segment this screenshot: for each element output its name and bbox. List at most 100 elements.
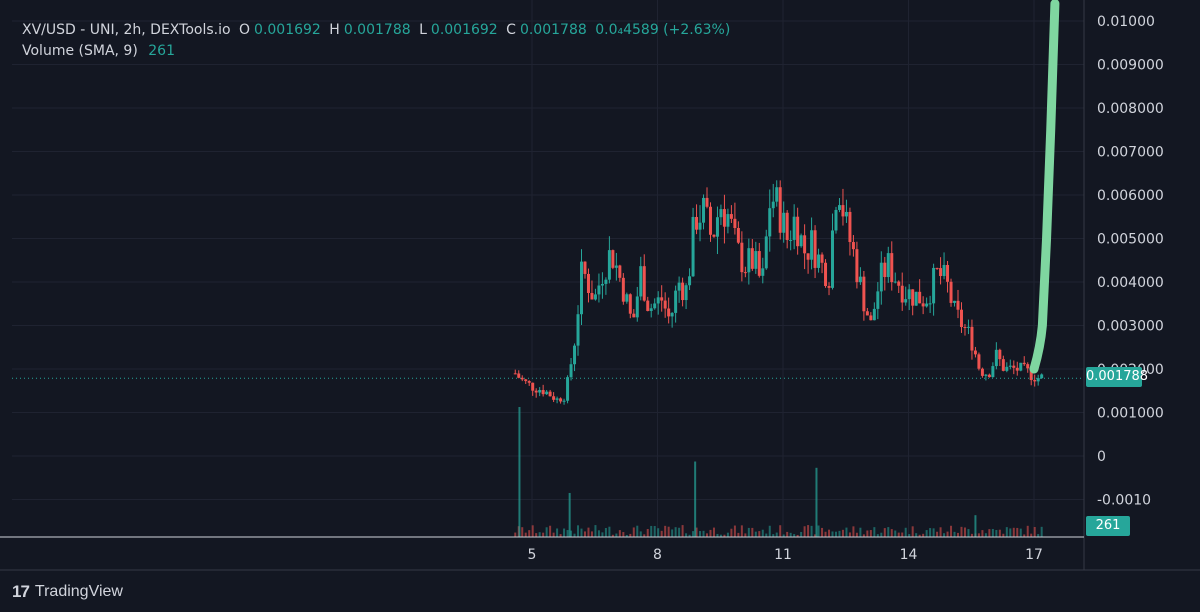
close-label: C [506, 22, 516, 38]
volume-bar [618, 530, 621, 537]
candle-body [837, 205, 841, 210]
candle-body [813, 230, 817, 268]
candle-body [691, 216, 695, 277]
volume-bar [831, 531, 834, 537]
candle-body [1026, 364, 1030, 369]
candle-body [796, 216, 800, 247]
volume-bar [873, 527, 876, 537]
candle-body [1008, 365, 1012, 367]
y-tick-label: 0.005000 [1097, 232, 1164, 248]
volume-bar [695, 527, 698, 537]
symbol-label: XV/USD - UNI, 2h, DEXTools.io [22, 22, 231, 38]
tradingview-brand[interactable]: 17 TradingView [12, 582, 123, 602]
candle-body [524, 379, 528, 382]
candle-body [590, 292, 594, 300]
volume-bar [779, 525, 782, 537]
low-value: 0.001692 [430, 22, 498, 38]
candle-body [712, 234, 716, 237]
volume-bar [674, 527, 677, 537]
candle-body [775, 187, 779, 202]
volume-bar [549, 525, 552, 537]
volume-bar [775, 532, 778, 537]
volume-bar [810, 525, 813, 537]
y-tick-label: 0.001000 [1097, 406, 1164, 422]
volume-bar [796, 534, 799, 537]
candle-body [966, 326, 970, 328]
volume-bar [991, 528, 994, 537]
candle-body [674, 290, 678, 313]
volume-bar [869, 530, 872, 537]
volume-bar [1002, 533, 1005, 537]
candle-body [973, 350, 977, 355]
candle-body [527, 381, 531, 383]
change-value: 0.0₄4589 (+2.63%) [595, 22, 731, 38]
volume-spike [694, 461, 697, 537]
candle-body [970, 326, 974, 351]
volume-bar [653, 526, 656, 537]
candle-body [841, 205, 845, 217]
candle-body [618, 265, 622, 278]
candle-body [949, 281, 953, 303]
candle-body [733, 218, 737, 229]
volume-bar [876, 534, 879, 537]
candle-body [785, 212, 789, 240]
candle-body [789, 239, 793, 241]
volume-bar [667, 526, 670, 537]
candle-body [552, 396, 556, 400]
volume-bar [730, 528, 733, 537]
candle-body [946, 264, 950, 282]
candle-body [740, 242, 744, 273]
candle-body [764, 236, 768, 269]
x-tick-label: 8 [653, 547, 662, 563]
volume-bar [594, 525, 597, 537]
candle-body [611, 250, 615, 268]
volume-bar [768, 525, 771, 537]
candle-body [928, 303, 932, 305]
candle-body [768, 208, 772, 237]
candle-body [831, 230, 835, 288]
volume-bar [611, 534, 614, 537]
volume-bar [848, 532, 851, 537]
candle-body [911, 289, 915, 306]
candle-body [538, 390, 542, 393]
volume-bar [643, 534, 646, 537]
volume-bar [967, 529, 970, 537]
candle-body [869, 315, 873, 321]
volume-bar [737, 532, 740, 537]
candle-body [1022, 362, 1026, 365]
candle-body [977, 354, 981, 369]
y-tick-label: 0.008000 [1097, 101, 1164, 117]
volume-bar [733, 525, 736, 537]
candle-body [586, 273, 590, 293]
candle-body [1015, 367, 1019, 371]
volume-bar [977, 533, 980, 537]
volume-bar [709, 529, 712, 537]
volume-bar [524, 532, 527, 537]
volume-spike [518, 407, 521, 537]
candle-body [705, 197, 709, 207]
candle-body [921, 303, 925, 307]
candle-body [580, 261, 584, 315]
volume-bar [1033, 526, 1036, 537]
volume-bar [744, 533, 747, 537]
candle-body [757, 251, 761, 276]
volume-bar [723, 534, 726, 537]
overlay-up-line [1029, 0, 1060, 374]
candle-body [1019, 362, 1023, 371]
volume-bar [542, 532, 545, 537]
high-label: H [329, 22, 340, 38]
close-value: 0.001788 [519, 22, 587, 38]
candle-body [865, 311, 869, 316]
volume-bar [685, 533, 688, 537]
last-volume-tag: 261 [1086, 516, 1130, 536]
candle-body [872, 308, 876, 321]
volume-bar [758, 531, 761, 537]
volume-bar [970, 533, 973, 537]
volume-bar [590, 531, 593, 537]
volume-bar [625, 534, 628, 537]
candle-body [614, 265, 618, 268]
volume-bar [1023, 534, 1026, 537]
volume-bar [957, 532, 960, 537]
volume-bar [866, 530, 869, 537]
